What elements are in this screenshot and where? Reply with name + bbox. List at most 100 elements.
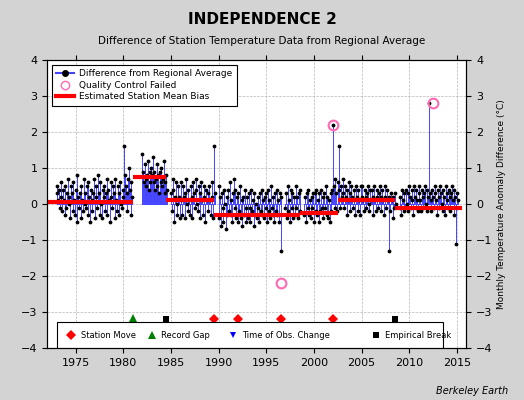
Point <box>400 190 409 196</box>
Point <box>124 176 133 182</box>
Point <box>291 183 300 189</box>
Point <box>288 190 297 196</box>
Point <box>264 186 272 193</box>
Point <box>101 208 110 214</box>
Point <box>223 212 232 218</box>
Point <box>265 197 274 204</box>
Point <box>283 183 292 189</box>
Point <box>389 194 398 200</box>
Point <box>168 176 177 182</box>
Y-axis label: Monthly Temperature Anomaly Difference (°C): Monthly Temperature Anomaly Difference (… <box>497 99 506 309</box>
Point <box>257 208 265 214</box>
Point <box>86 219 94 225</box>
Point <box>224 186 232 193</box>
Point <box>55 186 63 193</box>
Point <box>414 208 422 214</box>
Point <box>210 143 218 150</box>
Point <box>235 208 244 214</box>
Point <box>107 194 116 200</box>
Point <box>103 212 112 218</box>
Point <box>178 212 187 218</box>
Point <box>228 219 236 225</box>
Point <box>416 197 424 204</box>
Point <box>215 183 224 189</box>
Point <box>342 212 351 218</box>
Point <box>241 186 249 193</box>
Point <box>243 194 252 200</box>
Point <box>348 204 357 211</box>
Point <box>321 204 329 211</box>
Point <box>296 208 304 214</box>
Point <box>74 194 82 200</box>
Point <box>121 172 129 178</box>
Point <box>167 190 175 196</box>
Point <box>331 204 339 211</box>
Point <box>365 208 374 214</box>
Point <box>245 190 253 196</box>
Point <box>108 204 116 211</box>
Point <box>427 197 435 204</box>
Point <box>398 186 406 193</box>
Point <box>174 183 182 189</box>
Point <box>73 172 82 178</box>
Point <box>361 186 369 193</box>
Point <box>193 201 201 207</box>
Point <box>113 208 121 214</box>
Point <box>106 179 115 186</box>
Point <box>379 197 387 204</box>
Point <box>323 194 332 200</box>
Point <box>356 212 364 218</box>
Point <box>149 179 158 186</box>
Point <box>148 172 156 178</box>
Point <box>240 212 248 218</box>
Point <box>262 190 270 196</box>
Point <box>442 197 451 204</box>
Point <box>69 208 77 214</box>
Point <box>443 190 452 196</box>
Point <box>386 208 395 214</box>
Point <box>58 208 67 214</box>
Point <box>160 158 168 164</box>
Point <box>54 197 62 204</box>
Text: Record Gap: Record Gap <box>161 331 210 340</box>
Point <box>352 183 360 189</box>
Point <box>436 190 445 196</box>
Point <box>66 215 74 222</box>
Point <box>439 186 447 193</box>
Point <box>418 186 426 193</box>
Point <box>402 201 411 207</box>
Point <box>174 194 183 200</box>
Point <box>431 183 440 189</box>
Point <box>171 194 179 200</box>
Point <box>287 186 295 193</box>
Text: INDEPENDENCE 2: INDEPENDENCE 2 <box>188 12 336 27</box>
Point <box>453 190 461 196</box>
Point <box>173 212 182 218</box>
Point <box>357 183 365 189</box>
Point <box>441 212 449 218</box>
Point <box>369 212 378 218</box>
Point <box>376 183 384 189</box>
Point <box>152 176 160 182</box>
Point <box>397 212 406 218</box>
Point <box>158 183 167 189</box>
Point <box>422 201 430 207</box>
Point <box>103 176 111 182</box>
Point <box>248 208 256 214</box>
Point <box>403 208 412 214</box>
Point <box>433 212 441 218</box>
Point <box>245 204 254 211</box>
Point <box>276 248 285 254</box>
Point <box>419 204 428 211</box>
Point <box>445 194 454 200</box>
Point <box>197 179 205 186</box>
Point <box>294 190 303 196</box>
Point <box>326 190 335 196</box>
Point <box>70 197 78 204</box>
Point <box>185 197 193 204</box>
Point <box>160 179 169 186</box>
Point <box>269 194 278 200</box>
Point <box>406 194 414 200</box>
Point <box>242 219 250 225</box>
Point <box>60 212 69 218</box>
